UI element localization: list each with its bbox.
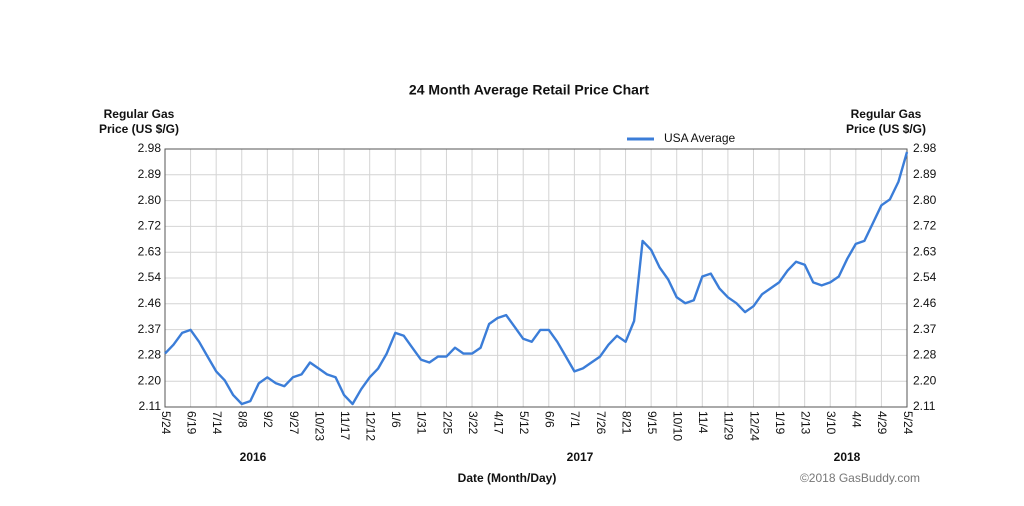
x-tick-label: 8/8	[236, 411, 250, 428]
x-tick-label: 5/24	[901, 411, 915, 435]
y2-tick-label: 2.89	[913, 167, 937, 181]
y-axis-label: Regular Gas	[104, 107, 175, 121]
x-tick-label: 7/14	[210, 411, 224, 435]
x-tick-label: 4/4	[850, 411, 864, 428]
x-tick-label: 1/31	[415, 411, 429, 435]
y2-tick-label: 2.11	[913, 399, 936, 413]
x-tick-label: 8/21	[619, 411, 633, 435]
y2-tick-label: 2.63	[913, 244, 937, 258]
year-label: 2017	[567, 450, 594, 464]
x-tick-label: 10/23	[312, 411, 326, 441]
x-tick-label: 4/29	[875, 411, 889, 435]
plot-frame	[164, 148, 908, 408]
y-tick-label: 2.46	[138, 296, 162, 310]
y2-tick-label: 2.28	[913, 348, 937, 362]
x-tick-label: 5/24	[159, 411, 173, 435]
y2-axis-label: Regular Gas	[851, 107, 922, 121]
x-tick-label: 2/13	[798, 411, 812, 435]
x-tick-label: 7/1	[568, 411, 582, 428]
price-line	[164, 151, 909, 406]
y-tick-label: 2.89	[138, 167, 162, 181]
y-tick-label: 2.28	[138, 348, 162, 362]
x-tick-label: 4/17	[491, 411, 505, 435]
x-tick-label: 11/29	[722, 411, 736, 440]
x-tick-label: 3/10	[824, 411, 838, 435]
y-tick-label: 2.54	[138, 270, 162, 284]
x-tick-label: 12/12	[364, 411, 378, 441]
x-tick-label: 5/12	[517, 411, 531, 435]
y-tick-label: 2.37	[138, 322, 162, 336]
x-tick-label: 12/24	[747, 411, 761, 441]
y-tick-label: 2.80	[138, 193, 162, 207]
legend-label: USA Average	[664, 131, 735, 145]
x-tick-label: 2/25	[440, 411, 454, 435]
x-tick-label: 1/6	[389, 411, 403, 428]
y-tick-label: 2.20	[138, 373, 162, 387]
x-tick-label: 1/19	[773, 411, 787, 435]
x-tick-label: 11/17	[338, 411, 352, 440]
y2-tick-label: 2.98	[913, 141, 937, 155]
x-tick-label: 9/15	[645, 411, 659, 435]
x-tick-label: 10/10	[671, 411, 685, 441]
year-label: 2016	[240, 450, 267, 464]
x-tick-label: 9/2	[261, 411, 275, 428]
y2-tick-label: 2.37	[913, 322, 937, 336]
x-tick-label: 3/22	[466, 411, 480, 435]
y2-tick-label: 2.72	[913, 219, 937, 233]
y2-tick-label: 2.46	[913, 296, 937, 310]
y2-axis-label: Price (US $/G)	[846, 122, 926, 136]
y-axis-label: Price (US $/G)	[99, 122, 179, 136]
y-tick-label: 2.72	[138, 219, 162, 233]
y-tick-label: 2.11	[139, 399, 162, 413]
x-tick-label: 9/27	[287, 411, 301, 435]
x-tick-label: 6/19	[184, 411, 198, 435]
y-tick-label: 2.98	[138, 141, 162, 155]
chart-title: 24 Month Average Retail Price Chart	[409, 82, 649, 98]
y2-tick-label: 2.20	[913, 373, 937, 387]
x-tick-label: 6/6	[543, 411, 557, 428]
credit: ©2018 GasBuddy.com	[800, 471, 920, 485]
y2-tick-label: 2.54	[913, 270, 937, 284]
y2-tick-label: 2.80	[913, 193, 937, 207]
year-label: 2018	[834, 450, 861, 464]
x-tick-label: 7/26	[594, 411, 608, 435]
y-tick-label: 2.63	[138, 244, 162, 258]
x-tick-label: 11/4	[696, 411, 710, 434]
x-axis-label: Date (Month/Day)	[458, 471, 557, 485]
